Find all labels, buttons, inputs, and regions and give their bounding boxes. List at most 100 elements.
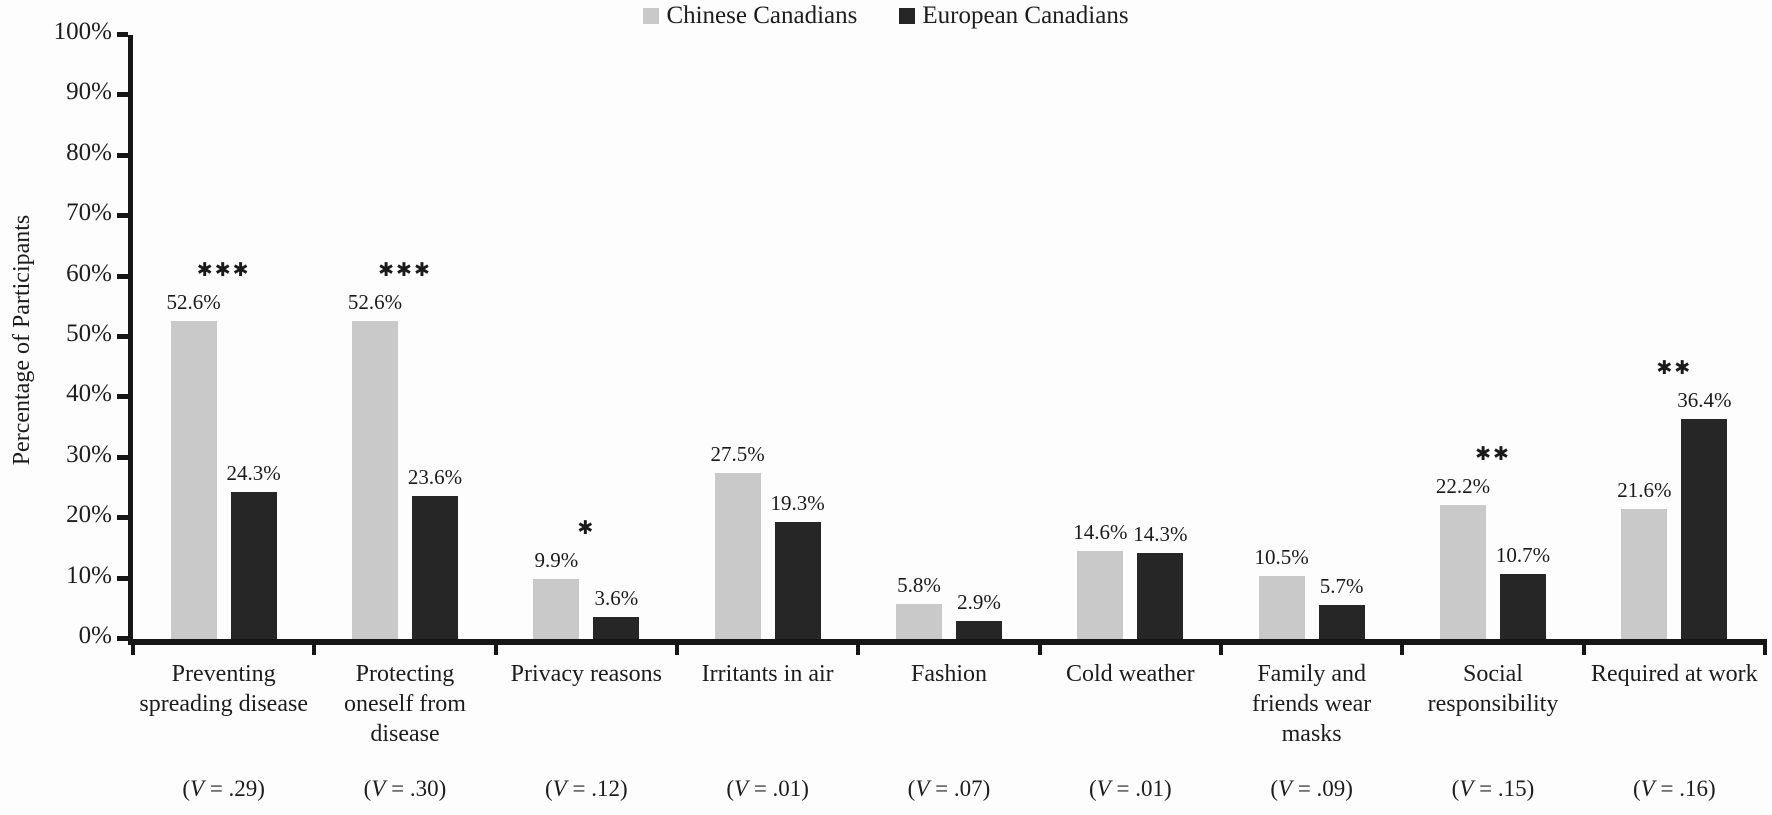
- bar-european-canadians: [1499, 574, 1546, 639]
- value-label-european-canadians: 19.3%: [770, 491, 825, 516]
- value-label-chinese-canadians: 22.2%: [1435, 473, 1491, 498]
- significance-stars: ✱✱: [1656, 357, 1693, 380]
- x-tick-mark: [856, 639, 861, 655]
- bar-european-canadians: [1681, 419, 1728, 639]
- x-tick-mark: [1400, 639, 1405, 655]
- category-label-family-and-friends-wear-masks: Family and friends wear masks: [1252, 661, 1372, 747]
- bar-chinese-canadians: [170, 321, 217, 639]
- category-label-cold-weather: Cold weather: [1066, 661, 1195, 687]
- legend-swatch-chinese-canadians: [643, 8, 660, 24]
- y-tick-mark: [117, 454, 128, 460]
- y-tick-mark: [117, 394, 128, 400]
- category-label-protecting-oneself-from-disease: Protecting oneself from disease: [344, 661, 466, 747]
- y-tick-mark: [117, 213, 128, 219]
- value-label-european-canadians: 10.7%: [1495, 543, 1551, 568]
- category-label-preventing-spreading-disease: Preventing spreading disease: [139, 661, 308, 717]
- effect-size-label: (V = .09): [1270, 776, 1353, 801]
- bar-group-privacy-reasons: 9.9% 3.6% ✱ Privacy reasons (V = .12): [493, 35, 677, 801]
- bar-group-preventing-spreading-disease: 52.6% 24.3% ✱✱✱ Preventing spreading disease…: [131, 35, 314, 801]
- y-tick-label: 30%: [66, 440, 112, 468]
- value-label-european-canadians: 3.6%: [594, 586, 639, 611]
- y-tick-label: 50%: [66, 320, 112, 347]
- effect-size-label: (V = .15): [1451, 776, 1535, 801]
- category-label-social-responsibility: Social responsibility: [1427, 661, 1559, 717]
- x-tick-mark: [674, 639, 679, 655]
- y-tick-label: 40%: [66, 380, 112, 408]
- bar-european-canadians: [774, 522, 821, 639]
- x-tick-mark: [1763, 639, 1767, 655]
- bar-european-canadians: [1137, 552, 1184, 639]
- y-tick-label: 20%: [66, 501, 112, 529]
- effect-size-label: (V = .16): [1633, 776, 1716, 801]
- y-tick-mark: [117, 273, 128, 279]
- x-tick-mark: [131, 639, 135, 655]
- bar-chinese-canadians: [1621, 508, 1668, 639]
- legend-item-chinese-canadians: Chinese Canadians: [643, 2, 857, 30]
- effect-size-label: (V = .30): [363, 776, 447, 801]
- x-tick-mark: [493, 639, 498, 655]
- y-tick-label: 80%: [66, 138, 112, 166]
- bar-chinese-canadians: [1077, 550, 1124, 639]
- y-axis-tick-labels: 0% 10% 20% 30% 40% 50% 60% 70% 80% 90% 100%: [0, 18, 112, 649]
- effect-size-label: (V = .12): [545, 776, 628, 801]
- value-label-european-canadians: 23.6%: [407, 465, 463, 490]
- value-label-chinese-canadians: 14.6%: [1073, 519, 1128, 544]
- bar-group-protecting-oneself-from-disease: 52.6% 23.6% ✱✱✱ Protecting oneself from disea…: [312, 35, 495, 801]
- plot-area: 52.6% 24.3% ✱✱✱ Preventing spreading disease…: [117, 32, 1767, 801]
- effect-size-label: (V = .29): [182, 776, 265, 801]
- bar-chinese-canadians: [533, 579, 580, 639]
- bar-european-canadians: [1318, 604, 1365, 639]
- bar-chinese-canadians: [1439, 504, 1486, 639]
- y-tick-label: 0%: [78, 622, 112, 649]
- significance-stars: ✱✱✱: [196, 259, 251, 282]
- significance-stars: ✱: [577, 517, 596, 540]
- legend-label-european-canadians: European Canadians: [922, 2, 1129, 29]
- effect-size-label: (V = .01): [1089, 776, 1172, 801]
- significance-stars: ✱✱: [1475, 442, 1511, 465]
- bar-european-canadians: [593, 617, 640, 639]
- y-tick-label: 60%: [66, 259, 112, 287]
- value-label-european-canadians: 36.4%: [1677, 388, 1732, 413]
- bar-group-social-responsibility: 22.2% 10.7% ✱✱ Social responsibility (V = .15…: [1400, 35, 1583, 801]
- bar-group-irritants-in-air: 27.5% 19.3% Irritants in air (V = .01): [674, 35, 858, 801]
- y-tick-mark: [117, 92, 128, 98]
- value-label-chinese-canadians: 5.8%: [897, 572, 941, 597]
- value-label-european-canadians: 5.7%: [1319, 573, 1364, 598]
- y-tick-label: 10%: [66, 561, 112, 589]
- bar-group-cold-weather: 14.6% 14.3% Cold weather (V = .01): [1037, 35, 1221, 801]
- legend-swatch-european-canadians: [899, 8, 916, 24]
- effect-size-label: (V = .07): [907, 776, 991, 801]
- bar-chinese-canadians: [895, 603, 942, 639]
- legend-label-chinese-canadians: Chinese Canadians: [666, 2, 858, 29]
- category-label-required-at-work: Required at work: [1591, 661, 1758, 687]
- value-label-chinese-canadians: 52.6%: [347, 290, 403, 315]
- value-label-european-canadians: 24.3%: [226, 461, 281, 486]
- value-label-chinese-canadians: 10.5%: [1254, 544, 1309, 569]
- bar-group-fashion: 5.8% 2.9% Fashion (V = .07): [856, 35, 1039, 801]
- x-tick-mark: [1037, 639, 1042, 655]
- value-label-chinese-canadians: 52.6%: [166, 290, 221, 315]
- y-tick-label: 100%: [53, 18, 112, 45]
- bar-european-canadians: [955, 621, 1002, 639]
- category-label-irritants-in-air: Irritants in air: [701, 661, 834, 687]
- bar-group-required-at-work: 21.6% 36.4% ✱✱ Required at work (V = .16): [1581, 35, 1765, 801]
- y-tick-mark: [117, 152, 128, 158]
- y-tick-mark: [117, 515, 128, 521]
- value-label-european-canadians: 2.9%: [957, 590, 1001, 615]
- y-tick-mark: [117, 334, 128, 339]
- y-tick-mark: [117, 636, 128, 641]
- bar-european-canadians: [230, 492, 277, 639]
- bar-group-family-and-friends-wear-masks: 10.5% 5.7% Family and friends wear masks (V =…: [1218, 35, 1402, 801]
- effect-size-label: (V = .01): [726, 776, 809, 801]
- significance-stars: ✱✱✱: [378, 259, 432, 282]
- x-tick-mark: [1218, 639, 1223, 655]
- x-tick-mark: [1581, 639, 1586, 655]
- bar-european-canadians: [411, 496, 458, 639]
- category-label-fashion: Fashion: [910, 661, 987, 687]
- bar-chinese-canadians: [714, 472, 761, 639]
- category-label-privacy-reasons: Privacy reasons: [510, 661, 662, 687]
- y-tick-mark: [117, 575, 128, 581]
- value-label-chinese-canadians: 9.9%: [534, 548, 579, 573]
- y-tick-label: 90%: [66, 78, 112, 106]
